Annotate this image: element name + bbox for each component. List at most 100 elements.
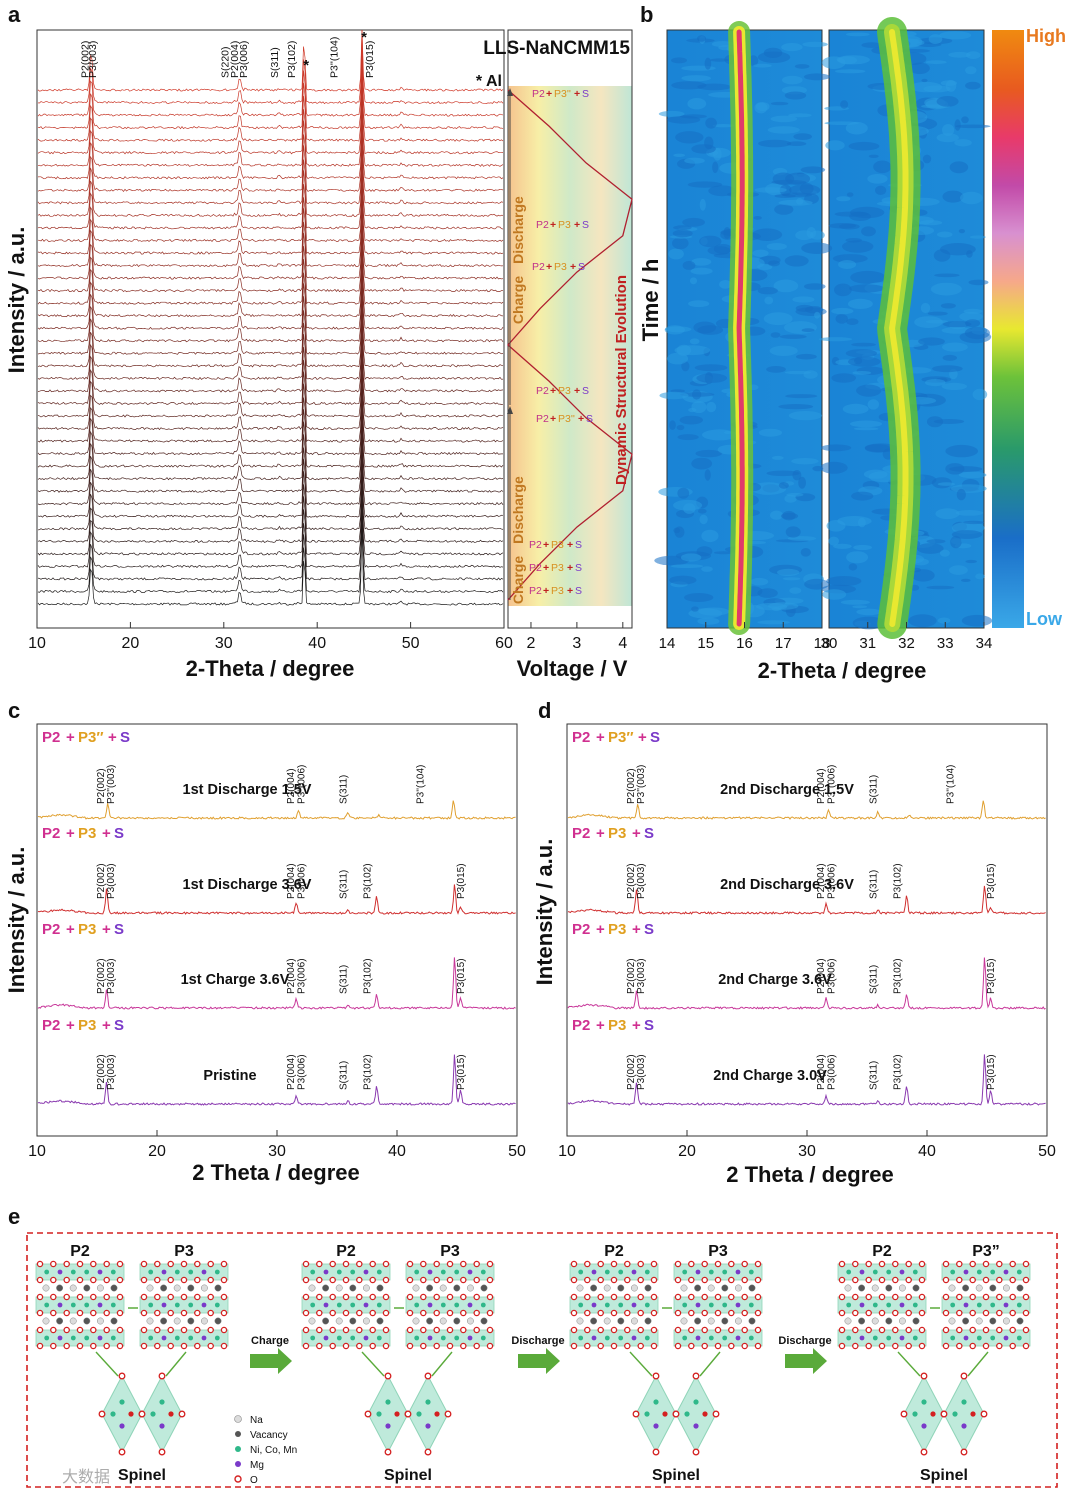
o-atom <box>50 1260 57 1268</box>
o-atom <box>342 1260 350 1268</box>
na-atom <box>349 1284 357 1292</box>
o-atom <box>116 1293 124 1301</box>
o-atom <box>154 1309 161 1317</box>
xrd-scan-5 <box>37 473 504 556</box>
c-phase-2: P2 + P3 + S <box>42 825 124 842</box>
xrd-scan-21 <box>37 273 504 355</box>
group-4-to-spinel-2 <box>967 1351 989 1377</box>
o-atom <box>570 1326 578 1334</box>
o-atom <box>980 1410 988 1418</box>
heat-noise-spot <box>680 553 702 562</box>
heat-noise-spot <box>831 307 854 315</box>
tm-atom <box>70 1302 76 1308</box>
xrd-scan-9 <box>37 423 504 506</box>
tm-atom <box>414 1335 420 1341</box>
heat-noise-spot <box>820 444 852 452</box>
heat-noise-spot <box>955 510 984 516</box>
heat-noise-spot <box>845 32 870 37</box>
tm-atom <box>480 1302 486 1308</box>
phase-plus: + <box>632 921 641 938</box>
o-atom <box>982 1293 990 1301</box>
legend-mg: Mg <box>250 1460 264 1471</box>
phase-label-6: P2 + P3 + S <box>529 539 582 551</box>
o-atom <box>624 1326 631 1334</box>
o-atom <box>154 1342 161 1350</box>
o-atom <box>460 1276 467 1284</box>
heat-noise-spot <box>932 365 963 373</box>
o-atom <box>63 1260 70 1268</box>
d-phase-4: P2 + P3 + S <box>572 1017 654 1034</box>
phase-p3: P3 <box>551 585 564 597</box>
o-atom <box>672 1410 680 1418</box>
c-peak-label: P2(004) <box>286 1054 297 1090</box>
heat-noise-spot <box>689 338 700 345</box>
tm-atom <box>414 1269 420 1275</box>
b-xtick-label-30: 30 <box>821 635 838 652</box>
na-atom <box>844 1317 852 1325</box>
o-atom <box>446 1260 454 1268</box>
o-atom <box>406 1293 414 1301</box>
phase-plus: + <box>546 261 552 273</box>
xrd-scan-13 <box>37 373 503 456</box>
o-atom <box>701 1309 708 1317</box>
heat-noise-spot <box>724 430 732 435</box>
peak-label-p3015: P3(015) <box>364 41 376 78</box>
heat-noise-spot <box>856 608 882 616</box>
o-atom <box>103 1342 110 1350</box>
b-xtick-label-31: 31 <box>859 635 876 652</box>
d-peak-label: P3(006) <box>827 1054 838 1090</box>
group-2-p2-label: P2 <box>336 1243 356 1260</box>
heat-noise-spot <box>793 133 812 141</box>
phase-p2: P2 <box>529 562 542 574</box>
tm-atom <box>899 1302 905 1308</box>
tm-atom <box>110 1335 116 1341</box>
o-atom <box>50 1309 57 1317</box>
heat-noise-spot <box>935 508 960 520</box>
tm-atom <box>695 1335 701 1341</box>
xtick-label-10: 10 <box>28 635 46 652</box>
heat-noise-spot <box>666 352 689 365</box>
legend-o: O <box>250 1475 258 1486</box>
tm-atom <box>735 1335 741 1341</box>
na-atom <box>439 1284 447 1292</box>
na-atom <box>439 1317 447 1325</box>
heat-noise-spot <box>804 578 830 590</box>
phase-plus: + <box>632 825 641 842</box>
na-atom <box>453 1284 461 1292</box>
o-atom <box>878 1276 886 1284</box>
heat-noise-spot <box>763 312 793 326</box>
xrd-scan-7 <box>37 448 504 531</box>
o-atom <box>942 1276 950 1284</box>
heat-noise-spot <box>670 564 704 568</box>
tm-atom <box>695 1302 701 1308</box>
phase-plus: + <box>66 729 75 746</box>
d-peak-label: S(311) <box>869 870 880 899</box>
o-atom <box>316 1342 323 1350</box>
heat-noise-spot <box>781 43 803 52</box>
heat-noise-spot <box>803 370 818 379</box>
o-atom <box>420 1326 427 1334</box>
na-atom <box>707 1317 715 1325</box>
heat-noise-spot <box>948 51 971 58</box>
heat-noise-spot <box>669 575 697 585</box>
o-atom <box>369 1293 376 1301</box>
o-atom <box>207 1342 214 1350</box>
heat-noise-spot <box>669 420 676 430</box>
tm-atom <box>174 1269 180 1275</box>
d-peak-label: P3''(003) <box>636 765 647 804</box>
phase-plus: + <box>102 825 111 842</box>
tm-atom <box>376 1269 382 1275</box>
o-atom <box>624 1342 631 1350</box>
o-atom <box>394 1411 400 1417</box>
o-atom <box>570 1276 578 1284</box>
phase-s: S <box>575 539 582 551</box>
na-atom <box>110 1284 118 1292</box>
o-atom <box>624 1276 631 1284</box>
tm-atom <box>467 1335 473 1341</box>
phase-s: S <box>120 729 130 746</box>
heat-noise-spot <box>940 243 976 256</box>
o-atom <box>674 1276 682 1284</box>
xrd-scan-17 <box>37 322 504 406</box>
o-atom <box>688 1276 695 1284</box>
